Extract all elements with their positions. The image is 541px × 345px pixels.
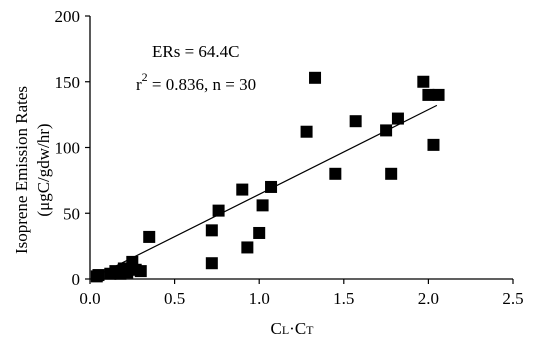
data-point	[241, 241, 254, 254]
y-axis-label-line2: (μgC/gdw/hr)	[34, 123, 53, 216]
y-axis-label-line1: Isoprene Emission Rates	[12, 86, 31, 254]
data-point	[253, 226, 266, 239]
data-point	[265, 180, 278, 193]
x-tick-label: 0.5	[164, 289, 185, 308]
x-label-sub-l: L	[282, 323, 289, 337]
data-point	[427, 138, 440, 151]
stats-r: r	[136, 75, 142, 94]
data-point	[134, 265, 147, 278]
data-point	[205, 257, 218, 270]
x-tick-label: 1.5	[333, 289, 354, 308]
data-point	[349, 115, 362, 128]
y-tick-label: 50	[63, 204, 80, 223]
x-label-dot-c: ·C	[289, 319, 306, 338]
x-label-sub-t: T	[306, 323, 314, 337]
data-point	[329, 167, 342, 180]
x-tick-label: 0.0	[79, 289, 100, 308]
equation-annotation: ERs = 64.4C	[152, 42, 240, 61]
tick-marks	[85, 15, 514, 284]
stats-exponent: 2	[142, 70, 148, 84]
data-point	[380, 124, 393, 137]
x-axis-label: CL·CT	[270, 319, 314, 338]
data-point	[391, 112, 404, 125]
data-point	[143, 230, 156, 243]
data-point	[432, 88, 445, 101]
data-point	[417, 75, 430, 88]
data-point	[309, 71, 322, 84]
y-tick-label: 0	[72, 270, 81, 289]
stats-annotation: r2 = 0.836, n = 30	[136, 70, 256, 94]
data-point	[300, 125, 313, 138]
y-tick-label: 100	[55, 139, 81, 158]
x-label-c1: C	[270, 319, 281, 338]
data-point	[385, 167, 398, 180]
data-point	[256, 199, 269, 212]
y-tick-label: 200	[55, 7, 81, 26]
data-point	[205, 224, 218, 237]
data-point	[92, 269, 105, 282]
x-tick-label: 2.0	[418, 289, 439, 308]
data-point	[236, 183, 249, 196]
stats-rest: = 0.836, n = 30	[148, 75, 256, 94]
x-tick-label: 2.5	[502, 289, 523, 308]
data-point	[212, 204, 225, 217]
tick-labels: 0.0 0.5 1.0 1.5 2.0 2.5 0 50 100 150 200	[55, 7, 524, 308]
data-point	[422, 88, 435, 101]
y-tick-label: 150	[55, 73, 81, 92]
x-tick-label: 1.0	[249, 289, 270, 308]
data-points	[90, 71, 445, 283]
